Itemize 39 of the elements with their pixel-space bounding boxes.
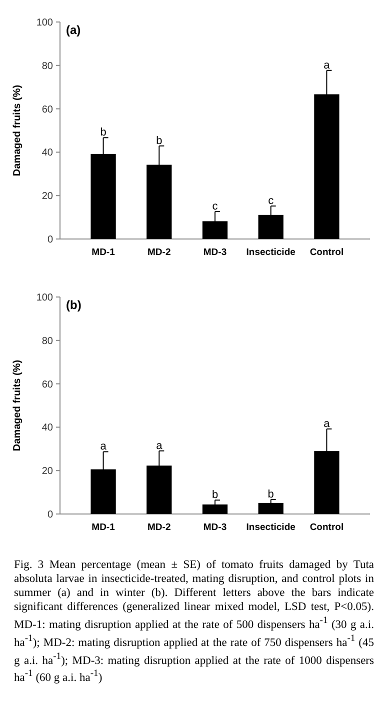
x-tick-label: Control [310,522,344,533]
annotation: c [268,195,274,208]
x-tick-label: MD-1 [92,247,116,258]
annotation: a [324,59,331,72]
y-tick-label: 20 [42,191,54,202]
y-tick-label: 0 [47,234,54,246]
text: Fig. 3 Mean percentage (mean ± SE) of tomato fruits damaged by Tuta absoluta larvae in insecticide-treated, mating disruption, and control plots in summer (a) and in winter (b). Different letters above the bars indicate significant differences (generalized linear mixed model, LSD test, P<0.05). MD-1: mating disruption applied at the rate of 500 dispensers ha$^{-1}$ (30 g a.i. ha$^{-1}$); MD-2: mating disruption applied at the rate of 750 dispensers ha$^{-1}$ (45 g a.i. ha$^{-1}$); MD-3: mating disruption applied at the rate of 1000 dispensers ha$^{-1}$ (60 g a.i. ha$^{-1}$) [14,559,374,684]
x-tick-label: Insecticide [246,522,296,533]
x-tick-label: MD-3 [203,522,227,533]
annotation: a [324,418,331,430]
y-axis-title: Damaged fruits (%) [12,360,23,452]
annotation: b [156,134,162,147]
x-tick-label: MD-3 [203,247,227,258]
x-tick-label: Insecticide [246,247,296,258]
annotation: b [212,489,218,502]
y-tick-label: 40 [42,148,54,159]
x-tick-label: MD-2 [148,522,171,533]
y-tick-label: 60 [42,104,54,116]
y-tick-label: 80 [42,60,54,72]
annotation: c [212,200,218,212]
x-tick-label: Control [310,247,344,258]
y-axis-title: Damaged fruits (%) [12,84,23,176]
bar [202,504,228,514]
y-tick-label: 100 [36,292,54,304]
chart-title: (a) [66,23,81,37]
x-tick-label: MD-2 [148,247,171,258]
y-tick-label: 80 [42,336,54,347]
y-tick-label: 40 [42,422,54,434]
annotation: a [100,440,108,453]
y-tick-label: 20 [42,466,54,478]
annotation: b [268,488,274,500]
y-tick-label: 0 [47,510,54,520]
x-tick-label: MD-1 [92,522,116,533]
annotation: a [156,440,164,452]
bar [258,502,284,514]
chart-title: (b) [66,298,82,312]
annotation: b [100,126,106,139]
y-tick-label: 100 [36,18,54,28]
y-tick-label: 60 [42,379,54,390]
